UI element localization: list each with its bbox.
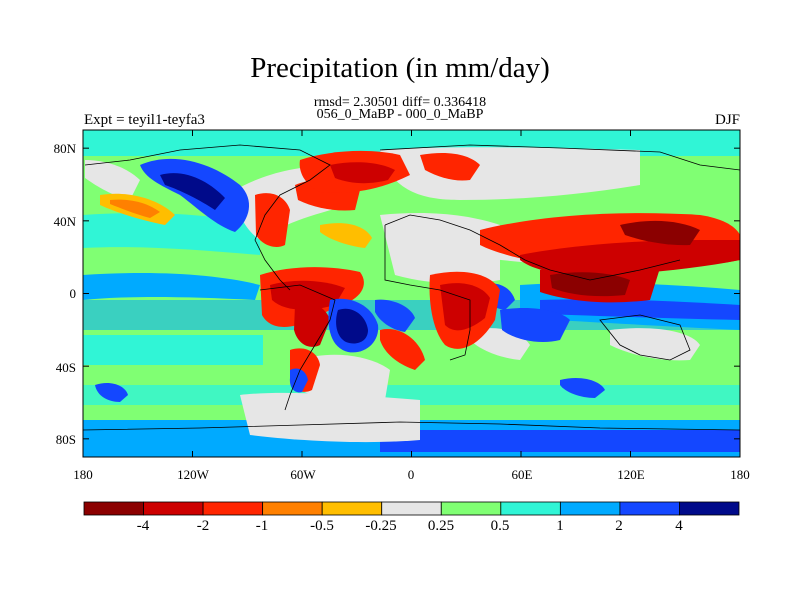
colorbar-swatch xyxy=(321,501,383,516)
colorbar-swatch xyxy=(202,501,264,516)
x-tick-label: 180 xyxy=(730,467,750,482)
colorbar-swatch xyxy=(559,501,621,516)
coastline-outlines xyxy=(83,144,740,431)
x-tick-label: 120E xyxy=(617,467,645,482)
colorbar-label: -2 xyxy=(196,518,210,534)
colorbar-label: 0.5 xyxy=(490,518,510,534)
colorbar-label: 0.25 xyxy=(427,518,455,534)
colorbar-label: -0.25 xyxy=(365,518,397,534)
stats-line: rmsd= 2.30501 diff= 0.336418 xyxy=(313,95,487,110)
colorbar xyxy=(83,501,740,516)
colorbar-swatch xyxy=(619,501,680,516)
plot-title: Precipitation (in mm/day) xyxy=(250,52,550,84)
colorbar-swatch xyxy=(143,501,204,516)
colorbar-label: -4 xyxy=(136,518,150,534)
colorbar-label: 4 xyxy=(675,518,683,534)
x-tick-label: 180 xyxy=(73,467,93,482)
colorbar-label: 1 xyxy=(556,518,564,534)
y-axis-ticks xyxy=(83,147,740,440)
colorbar-label: -0.5 xyxy=(310,518,334,534)
y-tick-label: 40N xyxy=(53,214,76,229)
y-tick-label: 80N xyxy=(53,141,76,156)
comparison-line: 056_0_MaBP - 000_0_MaBP xyxy=(316,107,484,122)
y-tick-label: 40S xyxy=(55,360,76,375)
colorbar-swatch xyxy=(500,501,561,516)
x-tick-label: 60E xyxy=(511,467,533,482)
precipitation-field xyxy=(83,130,740,457)
colorbar-swatch xyxy=(262,501,323,516)
colorbar-swatch xyxy=(83,501,144,516)
y-tick-label: 80S xyxy=(55,432,76,447)
colorbar-swatch xyxy=(679,501,740,516)
colorbar-label: 2 xyxy=(615,518,623,534)
season-label: DJF xyxy=(714,112,740,128)
colorbar-label: -1 xyxy=(255,518,269,534)
x-axis-ticks xyxy=(82,130,741,457)
x-tick-label: 0 xyxy=(407,467,415,482)
colorbar-swatch xyxy=(440,501,502,516)
y-tick-label: 0 xyxy=(69,286,77,301)
x-tick-label: 60W xyxy=(290,467,316,482)
x-tick-label: 120W xyxy=(177,467,209,482)
experiment-label: Expt = teyil1-teyfa3 xyxy=(84,112,205,128)
colorbar-swatch xyxy=(381,501,442,516)
